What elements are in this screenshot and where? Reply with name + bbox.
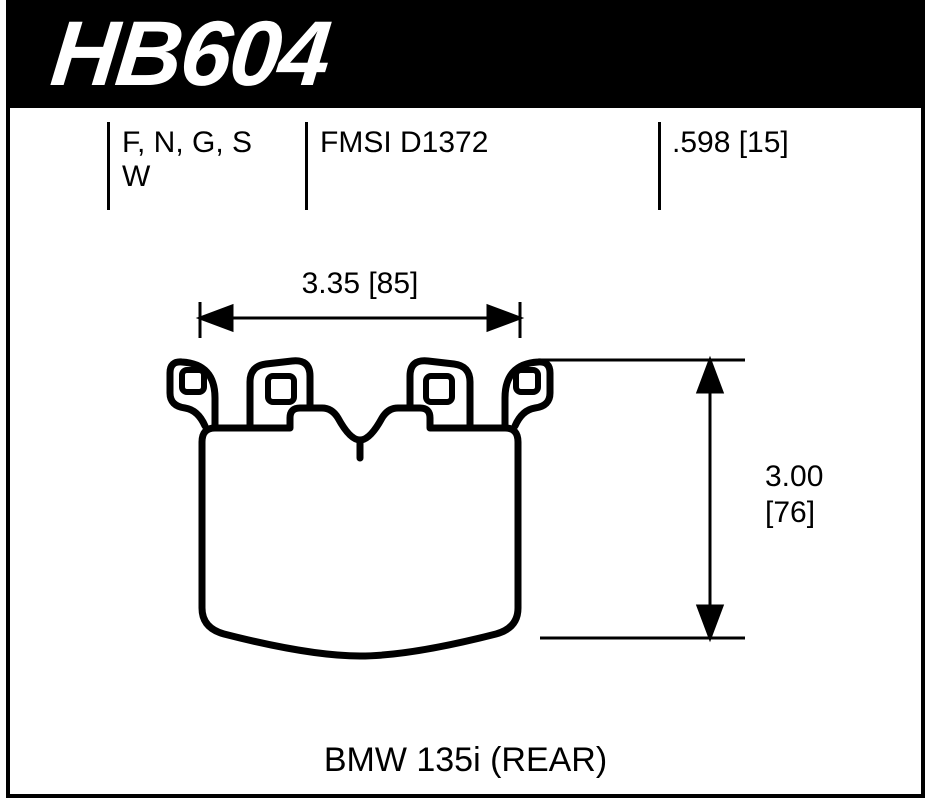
height-dimension-label-1: 3.00 — [765, 460, 823, 493]
brake-pad-diagram: 3.35 [85] 3.00 [76] — [10, 258, 920, 728]
spec-thickness: .598 [15] — [672, 126, 789, 160]
drawing-area: 3.35 [85] 3.00 [76] — [10, 258, 921, 724]
spec-separator-2 — [305, 122, 308, 210]
mounting-holes — [182, 370, 538, 402]
height-extension-lines — [540, 360, 745, 638]
height-dimension — [698, 360, 722, 638]
brake-pad-outline — [170, 361, 550, 656]
header-band: HB604 — [6, 0, 925, 108]
vehicle-fitment-label: BMW 135i (REAR) — [10, 741, 921, 780]
spec-compounds-line1: F, N, G, S — [122, 126, 252, 160]
spec-separator-3 — [658, 122, 661, 210]
height-dimension-label-2: [76] — [765, 496, 815, 529]
spec-row: F, N, G, S W FMSI D1372 .598 [15] — [10, 108, 921, 258]
width-dimension — [200, 302, 520, 338]
spec-separator-1 — [107, 122, 110, 210]
part-number: HB604 — [46, 2, 333, 107]
spec-compounds: F, N, G, S W — [122, 126, 252, 194]
spec-compounds-line2: W — [122, 160, 252, 194]
spec-fmsi: FMSI D1372 — [320, 126, 488, 160]
content-frame: F, N, G, S W FMSI D1372 .598 [15] 3.35 [… — [6, 108, 925, 798]
width-dimension-label: 3.35 [85] — [302, 267, 419, 300]
